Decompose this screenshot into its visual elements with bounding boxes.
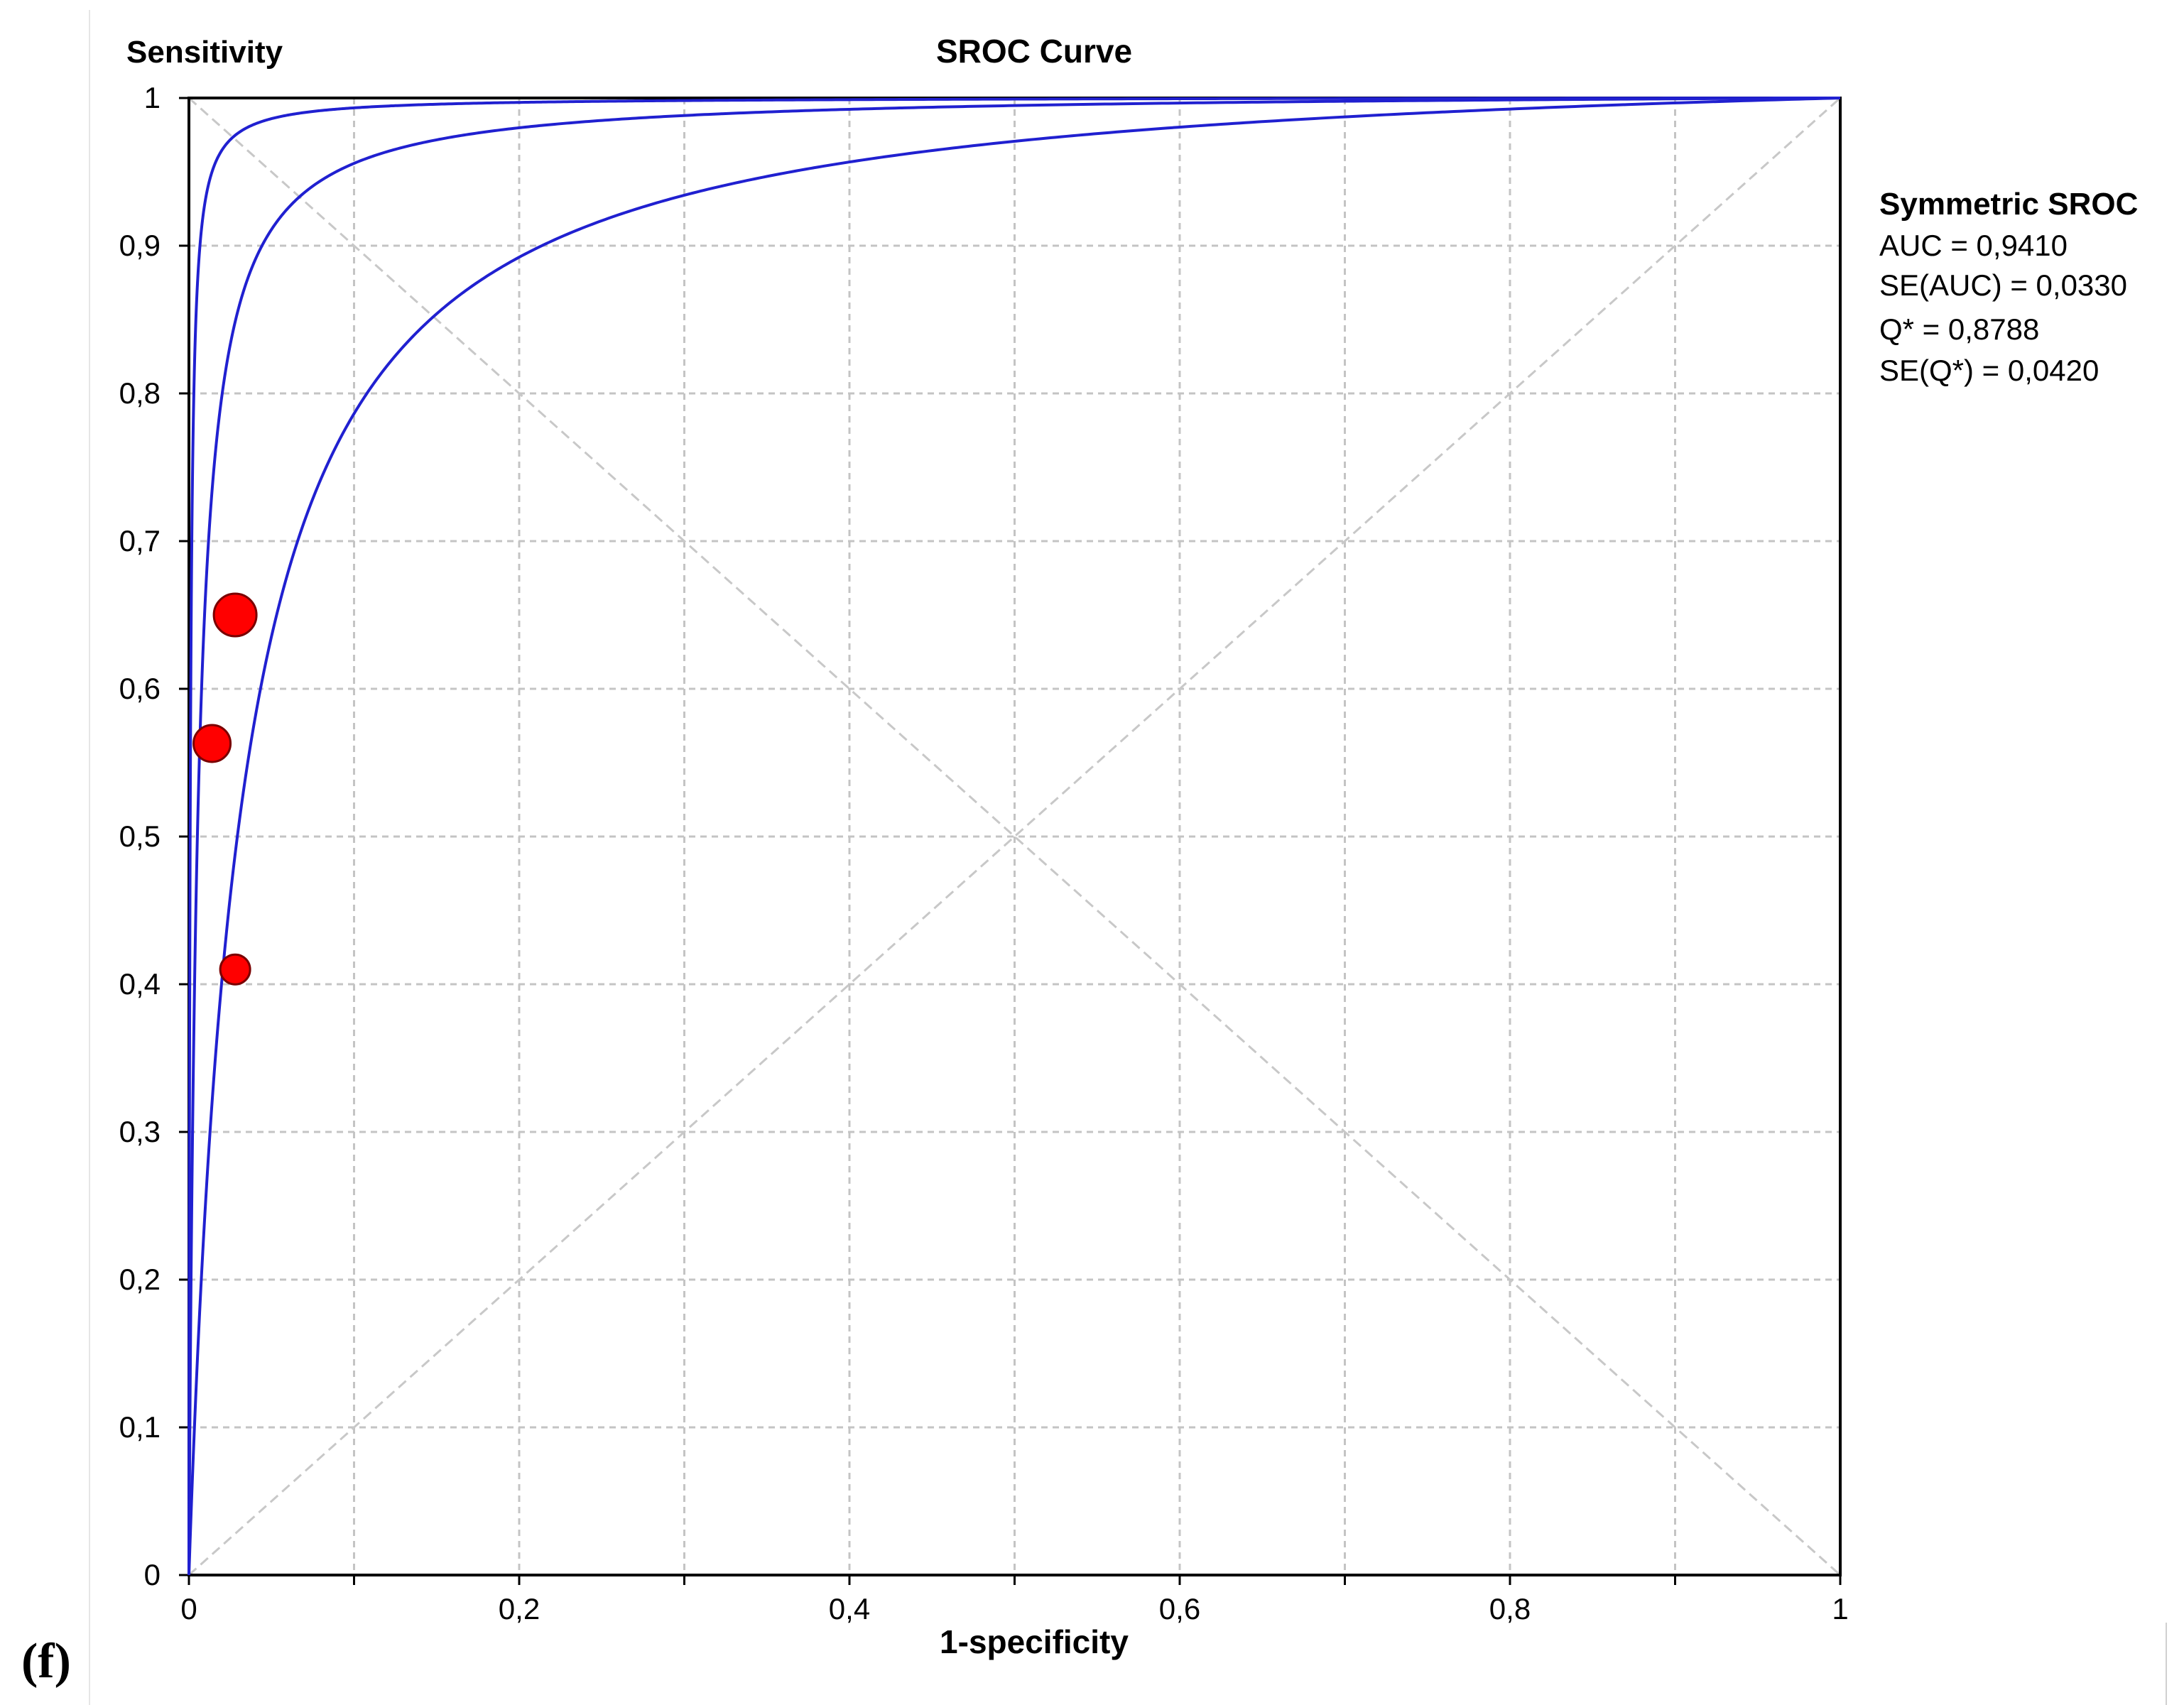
sroc-series-2 (188, 97, 1841, 1576)
reference-lines (188, 97, 1842, 1576)
study-point-2 (219, 953, 251, 986)
y-tick-label-5: 0,5 (119, 819, 161, 853)
y-tick-label-7: 0,7 (119, 524, 161, 557)
y-tick-label-10: 1 (144, 81, 161, 114)
y-tick-label-8: 0,8 (119, 376, 161, 410)
y-tick-label-0: 0 (144, 1558, 161, 1591)
sroc-series-0 (188, 97, 1841, 1575)
axis-ticks: 0 0,2 0,4 0,6 0,8 1 0 0,1 0,2 0,3 0,4 0,5 0,6 0,7 0,8 0… (119, 81, 1849, 1625)
study-points (192, 592, 258, 986)
y-tick-label-3: 0,3 (119, 1115, 161, 1148)
legend-q-star: Q* = 0,8788 (1879, 312, 2039, 346)
reference-line-0 (188, 97, 1842, 1576)
y-tick-label-6: 0,6 (119, 672, 161, 705)
chart-title: SROC Curve (936, 33, 1132, 70)
panel-label: (f) (21, 1634, 71, 1689)
sroc-series-1 (188, 97, 1841, 1575)
legend-se-auc: SE(AUC) = 0,0330 (1879, 268, 2127, 302)
legend-auc: AUC = 0,9410 (1879, 229, 2068, 262)
legend-title: Symmetric SROC (1879, 187, 2138, 222)
study-point-0 (212, 592, 258, 638)
legend: Symmetric SROC AUC = 0,9410 SE(AUC) = 0,… (1879, 187, 2138, 387)
study-point-1 (192, 724, 232, 763)
x-tick-label-3: 0,6 (1159, 1592, 1200, 1625)
x-tick-label-4: 0,8 (1489, 1592, 1531, 1625)
x-axis-label: 1-specificity (940, 1623, 1129, 1660)
legend-se-q-star: SE(Q*) = 0,0420 (1879, 354, 2099, 387)
reference-line-1 (188, 97, 1842, 1576)
x-tick-label-2: 0,4 (829, 1592, 870, 1625)
x-tick-label-1: 0,2 (499, 1592, 540, 1625)
y-tick-label-1: 0,1 (119, 1410, 161, 1444)
grid (189, 98, 1840, 1575)
y-tick-label-2: 0,2 (119, 1263, 161, 1296)
y-tick-label-4: 0,4 (119, 967, 161, 1001)
y-tick-label-9: 0,9 (119, 229, 161, 262)
x-tick-label-5: 1 (1832, 1592, 1848, 1625)
y-axis-label: Sensitivity (126, 35, 283, 70)
sroc-curves (188, 97, 1841, 1576)
x-tick-label-0: 0 (180, 1592, 197, 1625)
